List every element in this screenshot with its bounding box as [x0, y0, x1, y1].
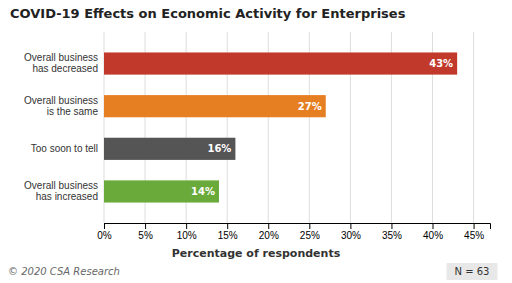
chart: COVID-19 Effects on Economic Activity fo…	[0, 0, 512, 283]
tick-mark	[433, 223, 434, 229]
tick: 45%	[464, 223, 484, 241]
tick: 20%	[259, 223, 279, 241]
axis-line	[105, 224, 491, 230]
tick-label: Overall businesshas decreased	[24, 52, 98, 74]
bar	[104, 95, 326, 117]
annotation: © 2020 CSA Research	[8, 266, 120, 277]
y-axis: Overall businesshas decreased Overall bus…	[24, 52, 98, 202]
tick-mark	[227, 223, 228, 229]
tick: Overall businesshas decreased	[24, 52, 98, 74]
annotation-background	[447, 263, 498, 280]
tick: Overall businessis the same	[24, 95, 98, 117]
annotation-box: N = 63	[447, 263, 498, 280]
tick-mark	[350, 223, 351, 229]
tick-mark	[186, 223, 187, 229]
bar	[104, 180, 219, 202]
tick: 5%	[138, 223, 153, 241]
tick-mark	[268, 223, 269, 229]
tick: 15%	[218, 223, 238, 241]
tick-label: Overall businessis the same	[24, 95, 98, 117]
tick-mark	[309, 223, 310, 229]
tick-label: 0%	[97, 230, 112, 241]
tick: 0%	[97, 223, 112, 241]
tick: Too soon to tell	[31, 143, 98, 154]
tick-label: 40%	[423, 230, 443, 241]
tick: 10%	[177, 223, 197, 241]
tick: 25%	[300, 223, 320, 241]
tick-label: 35%	[382, 230, 402, 241]
tick-label: 10%	[177, 230, 197, 241]
x-axis: 0% 5% 10% 15% 20% 25% 30% 35% 40% 45%	[97, 223, 490, 241]
plot: 43% 27% 16% 14% 0% 5% 10% 15% 20% 25% 30% 35% 40% 45%…	[24, 32, 490, 241]
bar	[104, 52, 457, 74]
tick-label: 5%	[138, 230, 153, 241]
annotation: N = 63	[455, 266, 490, 277]
data-label: 16%	[207, 143, 231, 154]
tick-label: Too soon to tell	[31, 143, 98, 154]
tick-mark	[391, 223, 392, 229]
bars	[104, 52, 457, 202]
grid	[104, 32, 474, 223]
grid-line	[473, 32, 474, 223]
tick-label: 15%	[218, 230, 238, 241]
data-label: 14%	[191, 186, 215, 197]
bar	[104, 138, 235, 160]
x-axis-title: Percentage of respondents	[172, 247, 341, 260]
tick: Overall businesshas increased	[24, 180, 98, 202]
tick-label: Overall businesshas increased	[24, 180, 98, 202]
tick-mark	[145, 223, 146, 229]
data-label: 27%	[298, 101, 322, 112]
tick-label: 45%	[464, 230, 484, 241]
data-label: 43%	[429, 58, 453, 69]
tick-label: 20%	[259, 230, 279, 241]
tick: 40%	[423, 223, 443, 241]
title: COVID-19 Effects on Economic Activity fo…	[10, 6, 406, 21]
data-labels: 43% 27% 16% 14%	[191, 58, 453, 197]
tick-label: 30%	[341, 230, 361, 241]
tick: 35%	[382, 223, 402, 241]
tick-mark	[104, 223, 105, 229]
tick-mark	[474, 223, 475, 229]
tick-label: 25%	[300, 230, 320, 241]
tick: 30%	[341, 223, 361, 241]
